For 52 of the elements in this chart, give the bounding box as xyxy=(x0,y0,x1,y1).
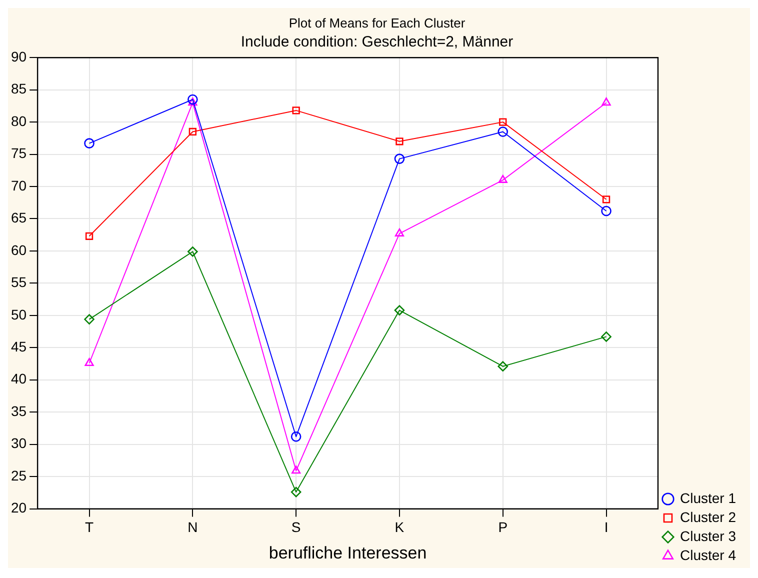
y-tick-label: 85 xyxy=(10,80,27,97)
y-tick-label: 40 xyxy=(10,370,27,387)
x-tick-label: P xyxy=(498,519,508,536)
point xyxy=(498,174,508,183)
x-tick-label: K xyxy=(394,519,405,536)
point xyxy=(290,486,302,498)
point xyxy=(84,358,94,366)
point xyxy=(292,466,301,474)
legend-label: Cluster 1 xyxy=(680,490,736,506)
point xyxy=(188,94,198,105)
y-tick-label: 65 xyxy=(10,210,27,226)
point xyxy=(499,118,507,126)
point xyxy=(601,332,612,342)
point xyxy=(601,206,612,216)
y-tick-label: 90 xyxy=(10,48,27,64)
point xyxy=(394,305,405,316)
x-tick-label: S xyxy=(291,519,301,536)
point xyxy=(602,196,610,204)
point xyxy=(394,154,405,164)
point xyxy=(396,138,404,146)
legend-label: Cluster 4 xyxy=(680,546,736,563)
y-tick-label: 45 xyxy=(10,338,27,355)
y-tick-label: 80 xyxy=(10,112,27,129)
x-tick-label: N xyxy=(188,519,198,536)
y-tick-label: 30 xyxy=(10,435,27,452)
legend-label: Cluster 3 xyxy=(680,528,736,544)
y-tick-label: 60 xyxy=(10,242,27,258)
x-tick-label: I xyxy=(604,519,608,536)
point xyxy=(188,246,198,257)
point xyxy=(602,98,611,106)
point xyxy=(84,314,94,324)
y-tick-label: 55 xyxy=(10,274,27,290)
point xyxy=(292,106,300,114)
point xyxy=(498,126,508,137)
x-axis-title: berufliche Interessen xyxy=(268,543,427,562)
legend-label: Cluster 2 xyxy=(680,508,736,525)
x-tick-label: T xyxy=(84,519,94,536)
y-tick-label: 50 xyxy=(10,306,27,322)
point xyxy=(498,361,508,372)
point xyxy=(188,98,198,106)
y-tick-label: 75 xyxy=(10,145,27,162)
chart-title: Plot of Means for Each Cluster xyxy=(288,15,466,30)
y-tick-label: 20 xyxy=(10,500,27,516)
point xyxy=(290,431,302,442)
y-tick-label: 25 xyxy=(10,467,27,484)
point xyxy=(85,232,94,240)
y-tick-label: 35 xyxy=(10,402,27,419)
chart-subtitle: Include condition: Geschlecht=2, Männer xyxy=(240,34,514,51)
y-tick-label: 70 xyxy=(10,177,27,194)
point xyxy=(394,228,404,236)
point xyxy=(188,128,197,136)
point xyxy=(84,138,94,148)
